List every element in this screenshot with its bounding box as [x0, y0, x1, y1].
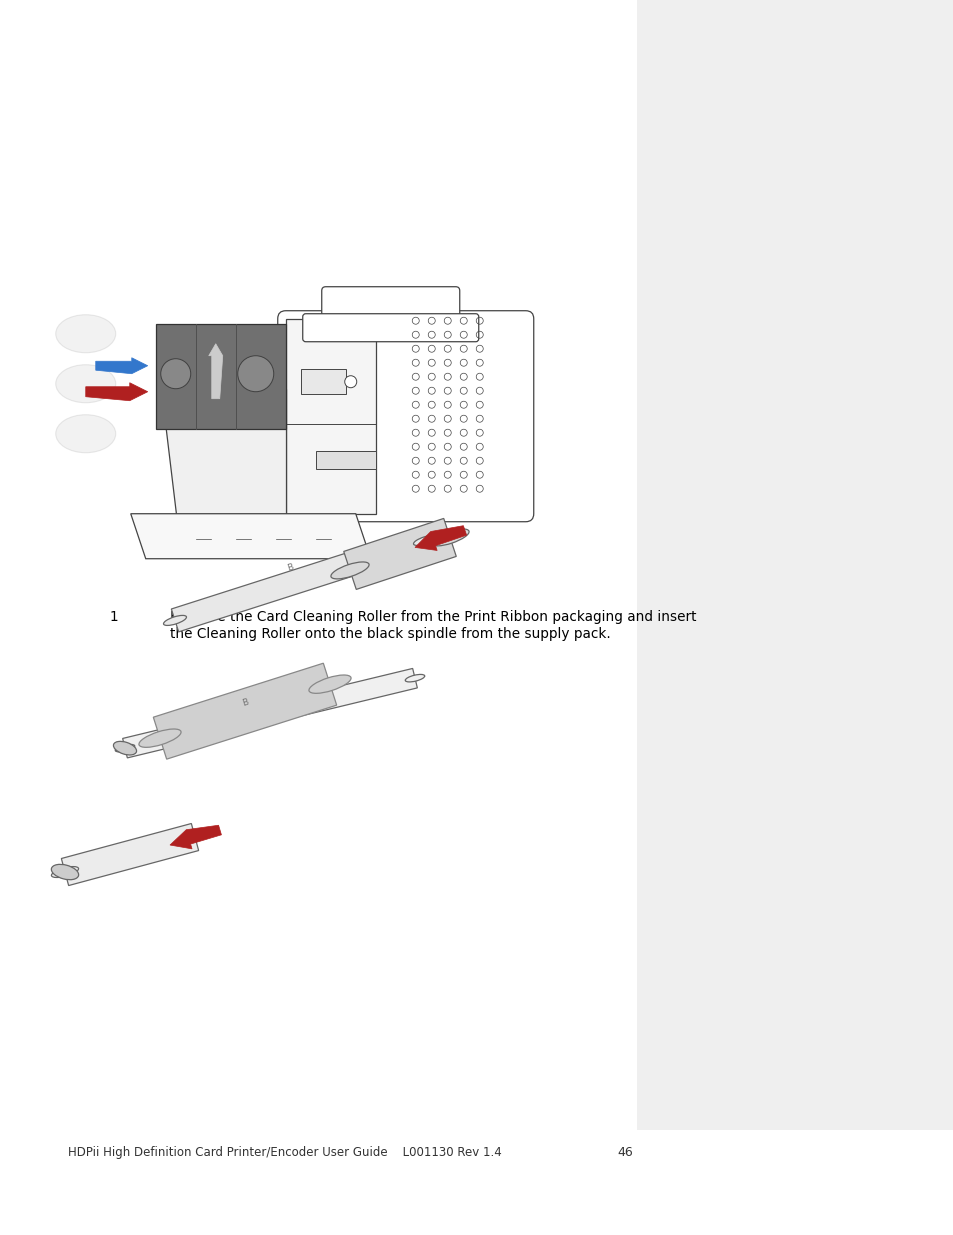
Polygon shape — [155, 324, 286, 429]
Text: B: B — [240, 698, 249, 709]
Polygon shape — [86, 383, 148, 400]
Bar — [300, 369, 345, 394]
Text: the Cleaning Roller onto the black spindle from the supply pack.: the Cleaning Roller onto the black spind… — [170, 627, 610, 641]
Polygon shape — [61, 824, 198, 885]
Text: Remove the Card Cleaning Roller from the Print Ribbon packaging and insert: Remove the Card Cleaning Roller from the… — [170, 610, 696, 624]
Polygon shape — [153, 663, 336, 760]
Polygon shape — [286, 319, 375, 514]
Circle shape — [237, 356, 274, 391]
Ellipse shape — [331, 562, 369, 579]
Text: B: B — [286, 562, 294, 573]
Text: HDPii High Definition Card Printer/Encoder User Guide    L001130 Rev 1.4: HDPii High Definition Card Printer/Encod… — [68, 1146, 501, 1160]
Text: 46: 46 — [617, 1146, 632, 1160]
Ellipse shape — [431, 529, 469, 546]
Ellipse shape — [181, 831, 209, 842]
Ellipse shape — [51, 867, 78, 878]
Ellipse shape — [51, 864, 78, 879]
Ellipse shape — [309, 676, 351, 693]
FancyBboxPatch shape — [277, 311, 533, 521]
Circle shape — [344, 375, 356, 388]
Ellipse shape — [55, 415, 115, 453]
Polygon shape — [131, 514, 371, 558]
Polygon shape — [343, 519, 456, 589]
Bar — [637, 0, 953, 1130]
Ellipse shape — [55, 315, 115, 353]
Polygon shape — [95, 358, 148, 374]
Polygon shape — [160, 389, 286, 514]
Polygon shape — [415, 526, 466, 551]
Bar — [315, 451, 375, 469]
Ellipse shape — [163, 615, 186, 625]
Ellipse shape — [55, 364, 115, 403]
FancyBboxPatch shape — [302, 314, 478, 342]
Text: 1: 1 — [110, 610, 118, 624]
Polygon shape — [170, 825, 221, 848]
Polygon shape — [123, 668, 416, 758]
Ellipse shape — [115, 745, 134, 752]
Circle shape — [160, 358, 191, 389]
Ellipse shape — [413, 536, 436, 546]
Polygon shape — [209, 343, 222, 399]
Ellipse shape — [113, 741, 136, 755]
FancyBboxPatch shape — [321, 287, 459, 322]
Ellipse shape — [139, 729, 181, 747]
Polygon shape — [172, 529, 428, 632]
Ellipse shape — [405, 674, 424, 682]
